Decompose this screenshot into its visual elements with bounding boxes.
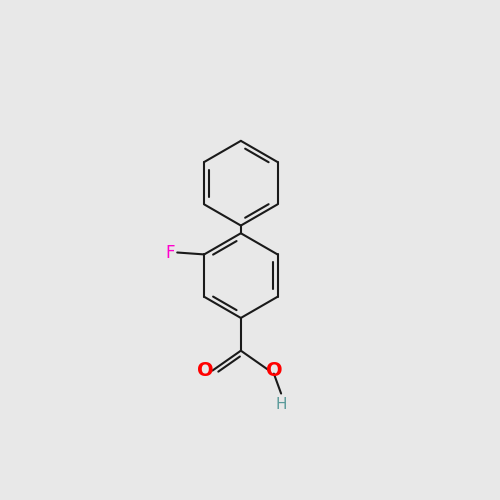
Text: H: H	[276, 396, 287, 411]
Text: F: F	[166, 244, 175, 262]
Text: O: O	[266, 361, 282, 380]
Text: O: O	[197, 361, 214, 380]
